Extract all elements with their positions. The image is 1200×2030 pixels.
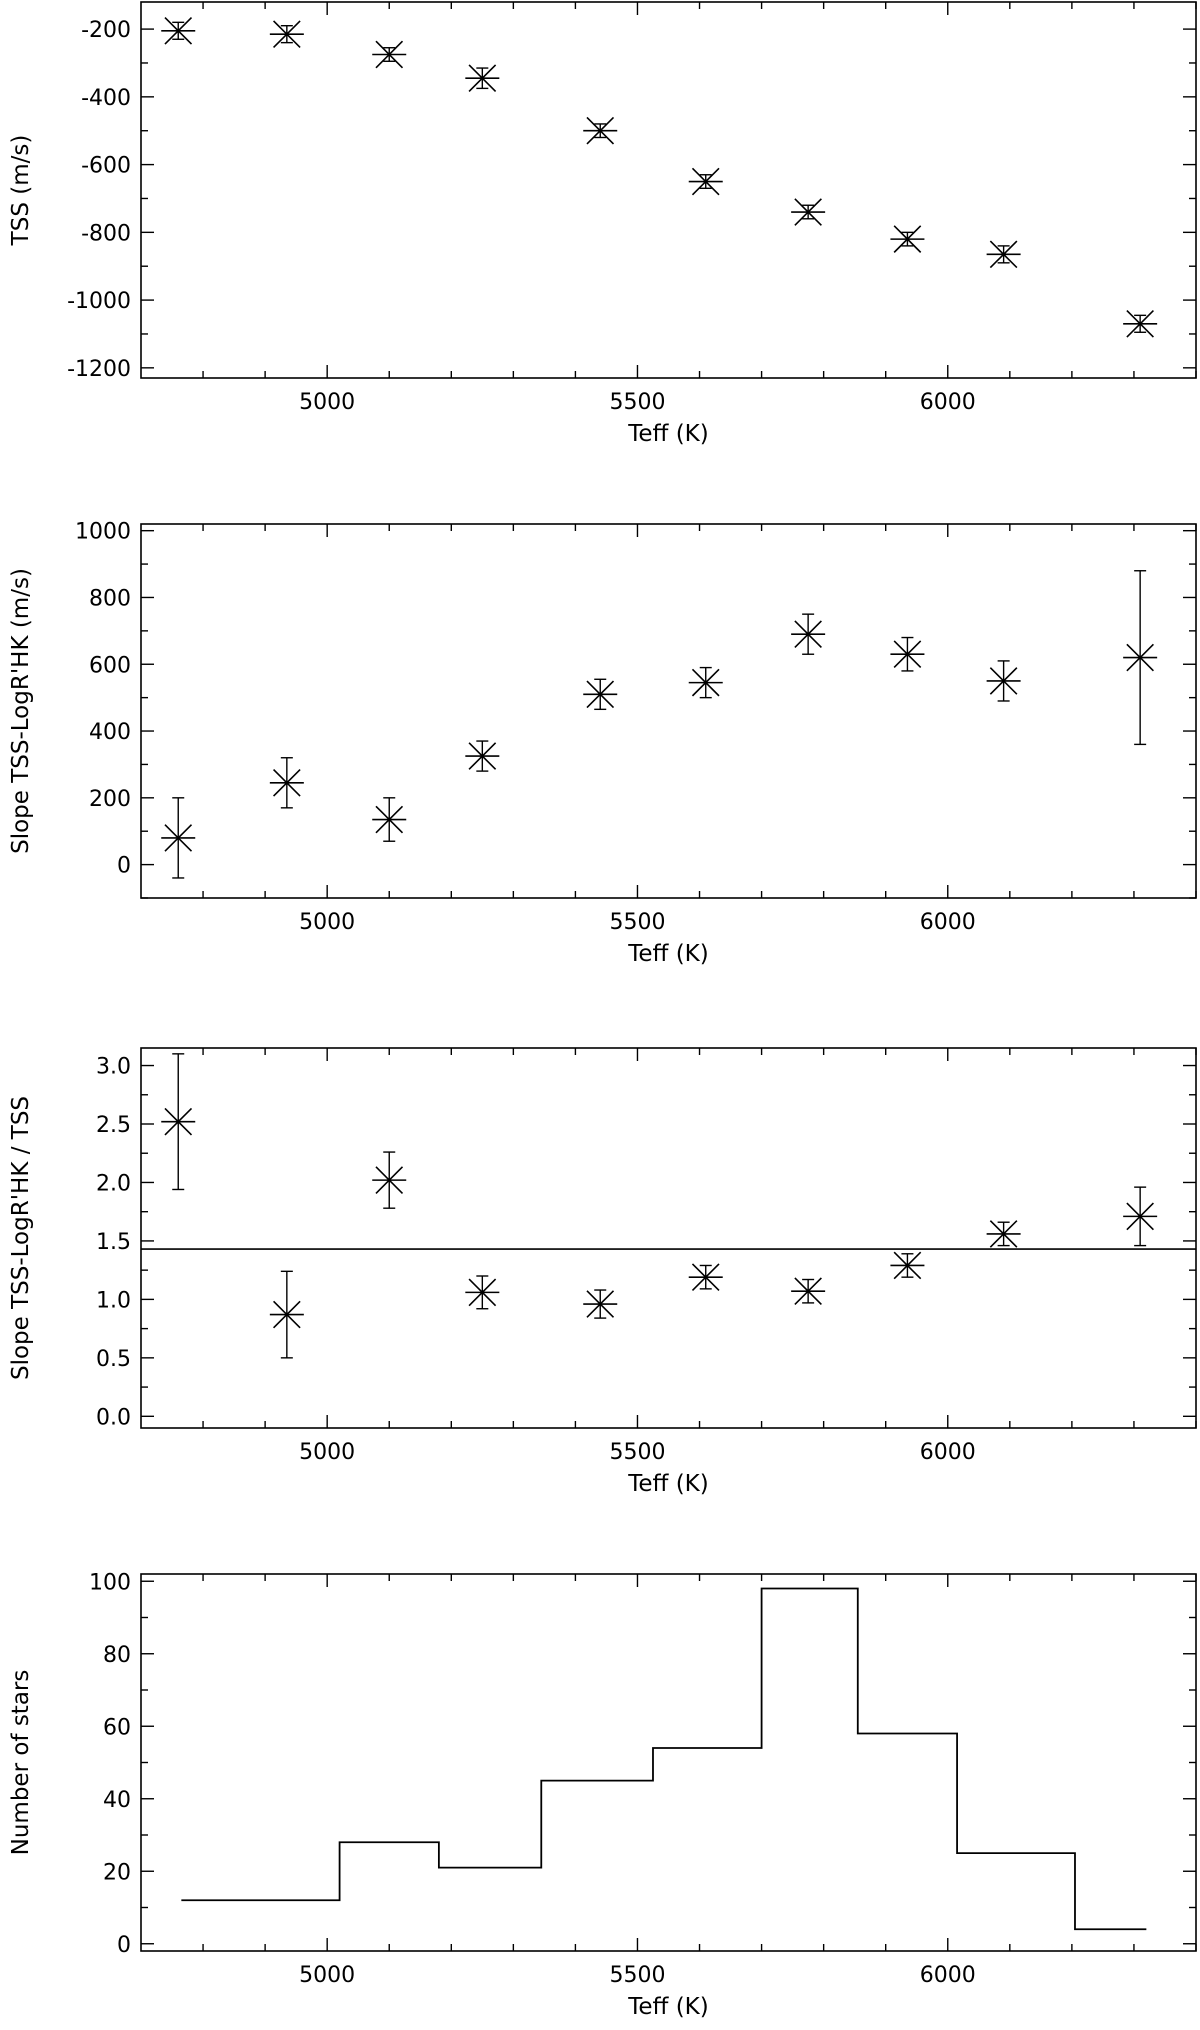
data-point [890, 640, 925, 669]
histogram-steps [181, 1587, 1147, 1931]
data-point [161, 16, 196, 45]
data-point [986, 667, 1021, 695]
x-tick-label: 5000 [299, 1440, 355, 1465]
x-tick-label: 5000 [299, 390, 355, 415]
x-axis-label: Teff (K) [627, 421, 708, 447]
x-tick-label: 6000 [920, 1963, 976, 1988]
x-axis-label: Teff (K) [627, 941, 708, 967]
data-point [890, 1251, 925, 1280]
x-tick-label: 5500 [609, 1963, 665, 1988]
y-tick-label: 20 [103, 1860, 131, 1885]
x-tick-label: 6000 [920, 910, 976, 935]
y-tick-label: 400 [89, 720, 131, 745]
y-tick-label: 2.5 [96, 1113, 131, 1138]
y-tick-label: -200 [81, 18, 131, 43]
y-axis-label: Slope TSS-LogR'HK (m/s) [8, 568, 34, 854]
plot-frame [140, 1573, 1197, 1952]
data-point [583, 1290, 618, 1318]
y-tick-label: 60 [103, 1715, 131, 1740]
y-axis-label: Slope TSS-LogR'HK / TSS [8, 1096, 34, 1380]
panel-slope-vs-teff: 5000 5500 6000 0 200 400 600 800 1000 Teff (K) Slo… [8, 520, 1197, 967]
data-point [269, 1300, 304, 1329]
data-point [372, 40, 407, 69]
y-tick-label: 40 [103, 1788, 131, 1813]
data-point [465, 742, 500, 770]
data-point [269, 20, 304, 49]
x-tick-label: 5500 [609, 1440, 665, 1465]
x-tick-label: 6000 [920, 390, 976, 415]
data-point [161, 1107, 196, 1136]
x-axis-label: Teff (K) [627, 1994, 708, 2020]
y-tick-label: 1.0 [96, 1288, 131, 1313]
data-point [1123, 309, 1158, 338]
y-axis-label: TSS (m/s) [8, 135, 34, 247]
panel-tss-vs-teff: 5000 5500 6000 -200 -400 -600 -800 -1000 -1200 Te… [8, 1, 1197, 447]
y-tick-label: -1000 [67, 289, 131, 314]
plot-frame [140, 1, 1197, 379]
y-tick-label: 200 [89, 787, 131, 812]
y-tick-label: 800 [89, 586, 131, 611]
data-point [986, 240, 1021, 269]
plot-frame [140, 1047, 1197, 1429]
y-tick-label: 100 [89, 1570, 131, 1595]
y-tick-label: 0 [117, 1933, 131, 1958]
data-point [161, 824, 196, 852]
y-tick-label: 2.0 [96, 1171, 131, 1196]
y-tick-label: 0.5 [96, 1347, 131, 1372]
y-tick-label: -1200 [67, 357, 131, 382]
data-point [986, 1220, 1021, 1248]
panel-slope-ratio-vs-teff: 5000 5500 6000 0.0 0.5 1.0 1.5 2.0 2.5 3.0 Teff (K… [8, 1047, 1197, 1497]
data-point [372, 1166, 407, 1194]
y-tick-label: 3.0 [96, 1055, 131, 1080]
y-tick-label: 1.5 [96, 1230, 131, 1255]
y-tick-label: -400 [81, 86, 131, 111]
data-point [465, 1278, 500, 1307]
x-tick-label: 5500 [609, 390, 665, 415]
y-axis-label: Number of stars [8, 1670, 34, 1856]
data-point [583, 680, 618, 709]
y-tick-label: 1000 [75, 520, 131, 545]
x-tick-label: 5000 [299, 910, 355, 935]
y-tick-label: 600 [89, 653, 131, 678]
data-point [1123, 1202, 1158, 1231]
x-axis-label: Teff (K) [627, 1471, 708, 1497]
y-tick-label: -800 [81, 221, 131, 246]
data-point [688, 1263, 723, 1291]
x-tick-label: 6000 [920, 1440, 976, 1465]
y-tick-label: -600 [81, 154, 131, 179]
data-point [269, 768, 304, 797]
data-point [465, 64, 500, 93]
y-tick-label: 80 [103, 1643, 131, 1668]
x-tick-label: 5500 [609, 910, 665, 935]
data-point [1123, 643, 1158, 672]
x-tick-label: 5000 [299, 1963, 355, 1988]
data-point [372, 805, 407, 834]
data-point [688, 167, 723, 196]
plot-frame [140, 523, 1197, 899]
y-tick-label: 0 [117, 854, 131, 879]
data-point [890, 225, 925, 253]
data-point [791, 198, 826, 226]
y-tick-label: 0.0 [96, 1405, 131, 1430]
data-point [791, 620, 826, 649]
data-point [583, 116, 618, 145]
data-point [791, 1277, 826, 1306]
data-point [688, 668, 723, 697]
panel-star-count-histogram: 5000 5500 6000 0 20 40 60 80 100 Teff (K) Number o… [8, 1570, 1197, 2020]
